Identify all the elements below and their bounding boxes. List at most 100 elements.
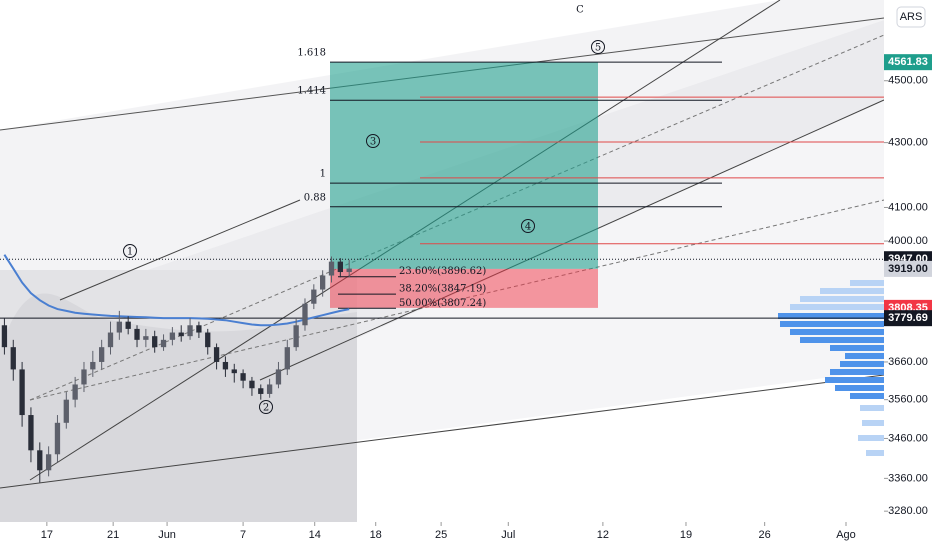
vp-bar bbox=[800, 337, 884, 343]
candle-body bbox=[116, 321, 122, 333]
candle-body bbox=[222, 361, 229, 370]
retracement-label: 50.00%(3807.24) bbox=[399, 298, 486, 309]
retracement-label: 23.60%(3896.62) bbox=[399, 266, 486, 277]
x-tick-label: 7 bbox=[240, 529, 246, 541]
candle-body bbox=[187, 325, 193, 337]
x-tick-label: 25 bbox=[435, 529, 447, 541]
vp-bar bbox=[840, 361, 884, 367]
price-tag-label: 4561.83 bbox=[888, 56, 928, 68]
fib-label: 1.414 bbox=[297, 86, 326, 97]
candle-body bbox=[302, 303, 308, 326]
x-tick-label: 17 bbox=[41, 529, 53, 541]
price-tag-label: 3779.69 bbox=[888, 312, 928, 324]
candle-body bbox=[275, 369, 282, 385]
trend-line bbox=[0, 374, 885, 489]
y-tick-label: 4000.00 bbox=[888, 235, 928, 247]
vp-bar bbox=[830, 345, 884, 351]
x-tick-label: 19 bbox=[680, 529, 692, 541]
y-tick-label: 4500.00 bbox=[888, 75, 928, 87]
candle-body bbox=[54, 422, 61, 455]
vp-bar bbox=[778, 313, 884, 319]
candle-body bbox=[99, 347, 105, 362]
candle-body bbox=[205, 332, 211, 348]
candle-body bbox=[320, 275, 326, 290]
wave-circle bbox=[366, 134, 380, 148]
wave-circle bbox=[259, 400, 273, 414]
vp-bar bbox=[850, 280, 884, 286]
y-tick-label: 3560.00 bbox=[888, 394, 928, 406]
candle-body bbox=[337, 261, 343, 273]
candle-body bbox=[19, 369, 25, 416]
trend-line bbox=[29, 199, 885, 401]
candle-body bbox=[346, 268, 352, 273]
candle-body bbox=[178, 332, 184, 337]
x-tick-label: 12 bbox=[597, 529, 609, 541]
wave-label: 5 bbox=[595, 43, 601, 54]
x-tick-label: 18 bbox=[370, 529, 382, 541]
candle-body bbox=[134, 328, 140, 340]
y-tick-label: 3360.00 bbox=[888, 472, 928, 484]
x-tick-label: Jul bbox=[501, 529, 515, 541]
candle-body bbox=[90, 361, 96, 370]
wave-label: 1 bbox=[127, 247, 133, 258]
wave-circle bbox=[521, 219, 535, 233]
wave-circle bbox=[591, 40, 605, 54]
candle-body bbox=[160, 339, 167, 348]
candle-body bbox=[143, 336, 149, 340]
currency-label[interactable]: ARS bbox=[900, 11, 923, 23]
retracement-label: 38.20%(3847.19) bbox=[399, 284, 486, 295]
candle-body bbox=[213, 347, 220, 362]
candle-body bbox=[196, 325, 202, 333]
candle-body bbox=[169, 332, 176, 340]
vp-bar bbox=[858, 435, 884, 441]
wave-circle bbox=[123, 244, 137, 258]
candle-body bbox=[152, 336, 158, 348]
trend-line bbox=[59, 199, 301, 301]
x-tick-label: 14 bbox=[309, 529, 321, 541]
currency-box[interactable] bbox=[896, 6, 926, 28]
x-tick-label: Jun bbox=[158, 529, 176, 541]
volume-profile bbox=[778, 280, 884, 456]
x-tick-label: 21 bbox=[107, 529, 119, 541]
moving-average bbox=[3, 254, 350, 327]
y-tick-label: 4300.00 bbox=[888, 137, 928, 149]
price-tag-label: 3919.00 bbox=[888, 263, 928, 275]
candle-body bbox=[72, 384, 78, 400]
candle-body bbox=[81, 369, 87, 385]
vp-bar bbox=[862, 420, 884, 426]
candle-body bbox=[107, 332, 114, 348]
candle-body bbox=[231, 369, 237, 374]
x-tick-label: 26 bbox=[759, 529, 771, 541]
candle-body bbox=[125, 321, 131, 329]
vp-bar bbox=[790, 329, 884, 335]
vp-bar bbox=[835, 385, 884, 391]
candle-body bbox=[293, 325, 299, 348]
fib-label: 1 bbox=[320, 169, 326, 180]
vp-bar bbox=[866, 450, 884, 456]
vp-bar bbox=[825, 377, 884, 383]
band-shade bbox=[0, 293, 357, 522]
candle-body bbox=[311, 289, 317, 304]
candle-body bbox=[28, 415, 34, 451]
candle-body bbox=[240, 373, 246, 381]
price-tag bbox=[884, 310, 932, 327]
y-tick-label: 3660.00 bbox=[888, 356, 928, 368]
stop-zone bbox=[330, 268, 598, 308]
wave-label: 2 bbox=[263, 403, 269, 414]
vp-bar bbox=[830, 369, 884, 375]
x-tick-label: Ago bbox=[836, 529, 856, 541]
y-tick-label: 3460.00 bbox=[888, 432, 928, 444]
wave-label: 3 bbox=[370, 137, 376, 148]
candle-body bbox=[45, 454, 52, 471]
candle-body bbox=[37, 450, 43, 471]
candle-body bbox=[63, 399, 69, 423]
vp-bar bbox=[850, 393, 884, 399]
y-tick-label: 4100.00 bbox=[888, 201, 928, 213]
vp-bar bbox=[780, 321, 884, 327]
wave-label: 4 bbox=[525, 222, 531, 233]
fib-label: 0.88 bbox=[304, 192, 326, 203]
x-axis-panel bbox=[0, 522, 884, 550]
price-tag bbox=[884, 260, 932, 277]
candle-body bbox=[10, 347, 16, 370]
fib-label: 1.618 bbox=[297, 48, 326, 59]
